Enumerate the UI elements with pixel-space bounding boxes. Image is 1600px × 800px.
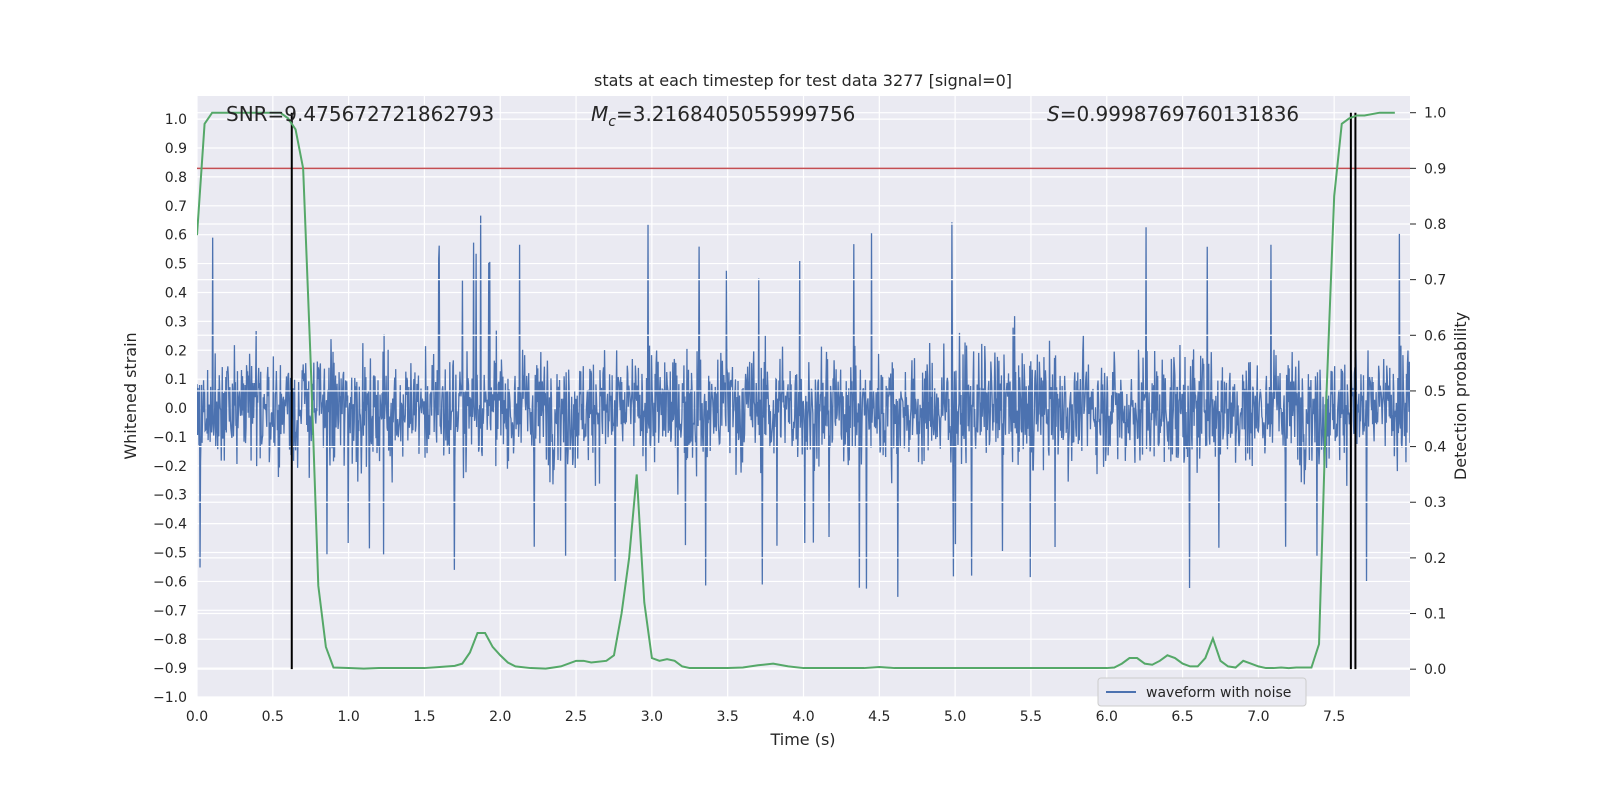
y-tick-label: −0.5	[153, 546, 187, 562]
y-tick-label: 0.9	[165, 141, 187, 157]
y-right-axis-title: Detection probability	[1451, 312, 1470, 480]
y-tick-label: −0.1	[153, 430, 187, 446]
y-right-tick-label: 0.5	[1424, 384, 1446, 400]
y-right-tick-label: 0.8	[1424, 217, 1446, 233]
y-tick-label: 0.1	[165, 372, 187, 388]
x-tick-label: 0.5	[262, 709, 284, 725]
y-right-tick-label: 0.0	[1424, 662, 1446, 678]
y-tick-label: −1.0	[153, 690, 187, 706]
y-tick-label: 0.0	[165, 401, 187, 417]
right-grid-lines	[197, 112, 1410, 670]
legend: waveform with noise	[1097, 677, 1307, 707]
x-tick-label: 4.5	[868, 709, 890, 725]
mc-value: =3.2168405055999756	[616, 102, 855, 126]
y-right-tick-label: 0.7	[1424, 273, 1446, 289]
y-tick-label: 0.4	[165, 285, 187, 301]
overlay-layer	[197, 111, 1410, 670]
y-tick-label: 0.5	[165, 257, 187, 273]
x-tick-label: 5.5	[1020, 709, 1042, 725]
y-tick-label: 0.6	[165, 228, 187, 244]
y-right-tick-label: 0.2	[1424, 551, 1446, 567]
y-tick-label: −0.7	[153, 603, 187, 619]
y-right-tick-label: 0.3	[1424, 495, 1446, 511]
x-tick-label: 1.0	[337, 709, 359, 725]
x-axis-title: Time (s)	[769, 730, 835, 749]
legend-waveform-label: waveform with noise	[1146, 685, 1291, 701]
detection-probability-line	[197, 111, 1395, 670]
y-tick-label: −0.6	[153, 574, 187, 590]
legend-box	[1097, 677, 1307, 707]
x-tick-label: 4.0	[792, 709, 814, 725]
y-tick-label: 1.0	[165, 112, 187, 128]
y-tick-label: 0.3	[165, 314, 187, 330]
x-tick-label: 7.5	[1323, 709, 1345, 725]
y-tick-label: 0.8	[165, 170, 187, 186]
y-tick-label: −0.9	[153, 661, 187, 677]
chart-title: stats at each timestep for test data 327…	[594, 71, 1012, 90]
mc-symbol: M	[591, 102, 608, 126]
x-tick-label: 0.0	[186, 709, 208, 725]
mc-annotation: Mc=3.2168405055999756	[591, 102, 855, 130]
y-right-tick-label: 0.6	[1424, 328, 1446, 344]
y-tick-label: 0.2	[165, 343, 187, 359]
y-tick-label: −0.8	[153, 632, 187, 648]
x-tick-label: 7.0	[1247, 709, 1269, 725]
x-tick-label: 5.0	[944, 709, 966, 725]
y-tick-label: −0.2	[153, 459, 187, 475]
y-tick-label: −0.4	[153, 517, 187, 533]
y-right-tick-label: 0.9	[1424, 161, 1446, 177]
y-axis-title: Whitened strain	[121, 332, 140, 459]
s-symbol: S	[1047, 102, 1060, 126]
s-annotation: S=0.9998769760131836	[1047, 102, 1299, 126]
snr-annotation: SNR=9.475672721862793	[226, 102, 494, 126]
mc-subscript: c	[608, 114, 616, 130]
x-tick-label: 6.5	[1171, 709, 1193, 725]
y-right-tick-label: 0.1	[1424, 607, 1446, 623]
waveform-layer	[197, 215, 1410, 597]
x-tick-label: 1.5	[413, 709, 435, 725]
x-tick-label: 2.0	[489, 709, 511, 725]
x-tick-label: 3.0	[641, 709, 663, 725]
x-tick-label: 6.0	[1096, 709, 1118, 725]
ticks-layer: 1.0 0.9 0.8 0.7 0.6 0.5 0.4 0.3 0.2 0.1 0.0 −0.1 −0.…	[153, 106, 1446, 725]
s-value: =0.9998769760131836	[1060, 102, 1299, 126]
y-tick-label: −0.3	[153, 488, 187, 504]
x-tick-label: 3.5	[717, 709, 739, 725]
y-right-tick-label: 1.0	[1424, 106, 1446, 122]
y-tick-label: 0.7	[165, 199, 187, 215]
x-tick-label: 2.5	[565, 709, 587, 725]
waveform-line	[197, 215, 1410, 597]
y-right-tick-label: 0.4	[1424, 440, 1446, 456]
